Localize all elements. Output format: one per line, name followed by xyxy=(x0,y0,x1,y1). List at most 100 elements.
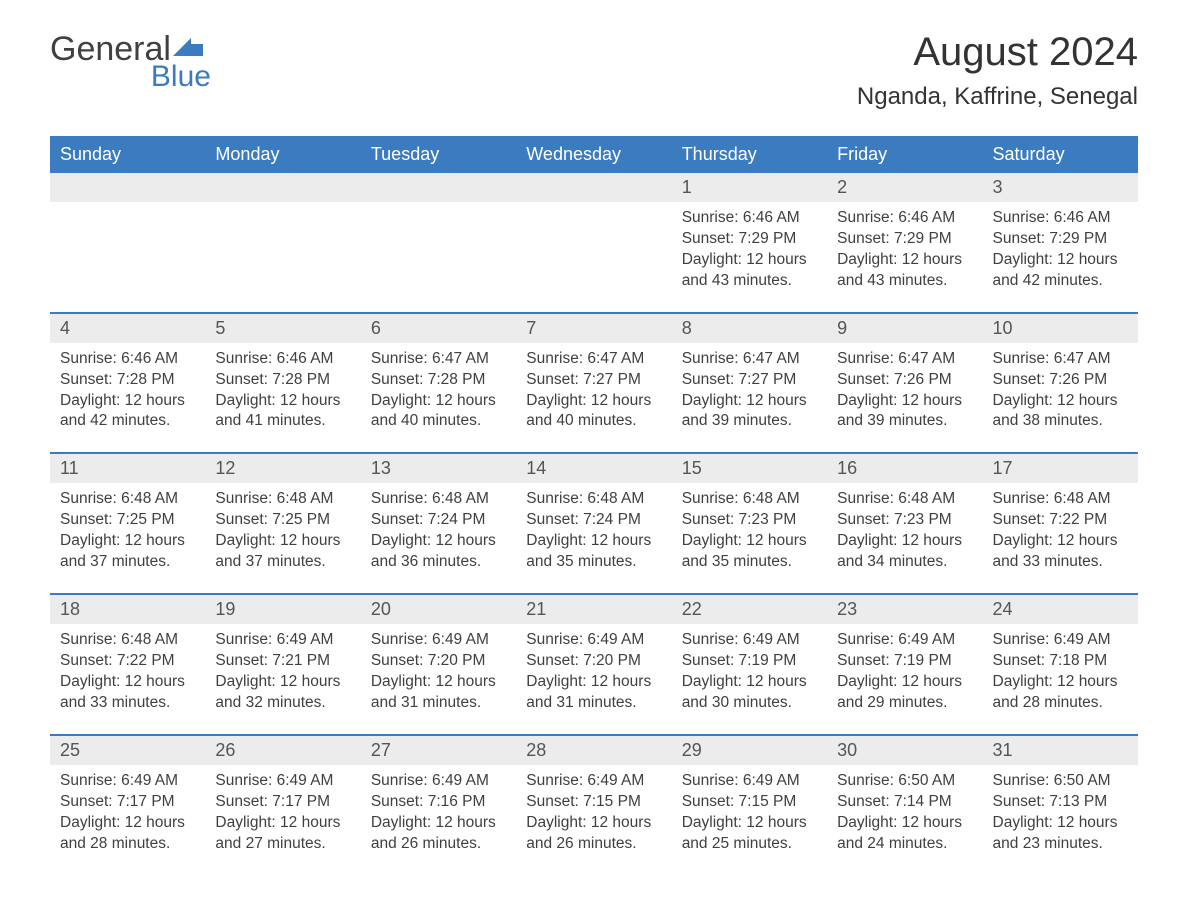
sunrise-line: Sunrise: 6:48 AM xyxy=(837,490,955,507)
weekday-header: Friday xyxy=(827,136,982,173)
day-detail-cell: Sunrise: 6:46 AMSunset: 7:29 PMDaylight:… xyxy=(827,202,982,313)
day-number-cell: 22 xyxy=(672,594,827,624)
day-detail-cell: Sunrise: 6:48 AMSunset: 7:23 PMDaylight:… xyxy=(672,483,827,594)
sunset-line: Sunset: 7:17 PM xyxy=(215,793,330,810)
calendar-table: SundayMondayTuesdayWednesdayThursdayFrid… xyxy=(50,136,1138,875)
daylight-line: Daylight: 12 hours and 42 minutes. xyxy=(993,251,1118,289)
page-header: General Blue August 2024 Nganda, Kaffrin… xyxy=(50,30,1138,111)
day-number-cell: 6 xyxy=(361,313,516,343)
sunrise-line: Sunrise: 6:46 AM xyxy=(837,209,955,226)
sunrise-line: Sunrise: 6:48 AM xyxy=(215,490,333,507)
sunset-line: Sunset: 7:29 PM xyxy=(682,230,797,247)
sunset-line: Sunset: 7:20 PM xyxy=(371,652,486,669)
daylight-line: Daylight: 12 hours and 25 minutes. xyxy=(682,814,807,852)
daylight-line: Daylight: 12 hours and 36 minutes. xyxy=(371,532,496,570)
sunrise-line: Sunrise: 6:48 AM xyxy=(682,490,800,507)
sunrise-line: Sunrise: 6:49 AM xyxy=(215,772,333,789)
sunset-line: Sunset: 7:15 PM xyxy=(526,793,641,810)
day-number-cell: 30 xyxy=(827,735,982,765)
sunrise-line: Sunrise: 6:48 AM xyxy=(993,490,1111,507)
logo: General Blue xyxy=(50,30,203,69)
detail-row: Sunrise: 6:48 AM Sunset: 7:25 PM Daylight:… xyxy=(50,483,1138,594)
day-detail-cell: Sunrise: 6:50 AMSunset: 7:14 PMDaylight:… xyxy=(827,765,982,875)
day-number-cell: 23 xyxy=(827,594,982,624)
daylight-line: Daylight: 12 hours and 31 minutes. xyxy=(371,673,496,711)
day-number-cell xyxy=(50,173,205,202)
detail-row: Sunrise: 6:48 AM Sunset: 7:22 PM Daylight:… xyxy=(50,624,1138,735)
weekday-header: Wednesday xyxy=(516,136,671,173)
day-detail-cell: Sunrise: 6:46 AMSunset: 7:28 PMDaylight:… xyxy=(50,343,205,454)
day-detail-cell xyxy=(516,202,671,313)
day-detail-cell: Sunrise: 6:49 AM Sunset: 7:20 PM Daylight:… xyxy=(361,624,516,735)
daylight-line: Daylight: 12 hours and 39 minutes. xyxy=(837,392,962,430)
sunset-line: Sunset: 7:20 PM xyxy=(526,652,641,669)
sunset-line: Sunset: 7:15 PM xyxy=(682,793,797,810)
sunset-line: Sunset: 7:19 PM xyxy=(837,652,952,669)
sunrise-line: Sunrise: 6:48 AM xyxy=(60,631,178,648)
day-detail-cell: Sunrise: 6:48 AM Sunset: 7:22 PM Daylight:… xyxy=(50,624,205,735)
daynum-row: 123 xyxy=(50,173,1138,202)
weekday-header-row: SundayMondayTuesdayWednesdayThursdayFrid… xyxy=(50,136,1138,173)
day-detail-cell: Sunrise: 6:49 AMSunset: 7:20 PMDaylight:… xyxy=(516,624,671,735)
day-detail-cell: Sunrise: 6:49 AMSunset: 7:18 PMDaylight:… xyxy=(983,624,1138,735)
daylight-line: Daylight: 12 hours and 40 minutes. xyxy=(371,392,496,430)
sunrise-line: Sunrise: 6:49 AM xyxy=(371,631,489,648)
sunrise-line: Sunrise: 6:50 AM xyxy=(993,772,1111,789)
daylight-line: Daylight: 12 hours and 29 minutes. xyxy=(837,673,962,711)
calendar-body: 123Sunrise: 6:46 AMSunset: 7:29 PMDaylig… xyxy=(50,173,1138,875)
detail-row: Sunrise: 6:46 AM Sunset: 7:29 PM Daylight:… xyxy=(50,202,1138,313)
sunset-line: Sunset: 7:26 PM xyxy=(837,371,952,388)
daylight-line: Daylight: 12 hours and 39 minutes. xyxy=(682,392,807,430)
sunset-line: Sunset: 7:23 PM xyxy=(837,511,952,528)
weekday-header: Monday xyxy=(205,136,360,173)
day-detail-cell: Sunrise: 6:50 AMSunset: 7:13 PMDaylight:… xyxy=(983,765,1138,875)
daynum-row: 11121314151617 xyxy=(50,453,1138,483)
sunset-line: Sunset: 7:13 PM xyxy=(993,793,1108,810)
day-number-cell: 20 xyxy=(361,594,516,624)
weekday-header: Sunday xyxy=(50,136,205,173)
day-number-cell: 8 xyxy=(672,313,827,343)
day-number-cell: 2 xyxy=(827,173,982,202)
sunset-line: Sunset: 7:22 PM xyxy=(60,652,175,669)
day-number-cell: 4 xyxy=(50,313,205,343)
daylight-line: Daylight: 12 hours and 33 minutes. xyxy=(60,673,185,711)
day-detail-cell xyxy=(205,202,360,313)
day-number-cell: 3 xyxy=(983,173,1138,202)
sunset-line: Sunset: 7:25 PM xyxy=(60,511,175,528)
day-number-cell: 21 xyxy=(516,594,671,624)
daylight-line: Daylight: 12 hours and 42 minutes. xyxy=(60,392,185,430)
day-number-cell: 28 xyxy=(516,735,671,765)
day-detail-cell: Sunrise: 6:47 AMSunset: 7:26 PMDaylight:… xyxy=(827,343,982,454)
day-detail-cell: Sunrise: 6:49 AMSunset: 7:15 PMDaylight:… xyxy=(516,765,671,875)
daylight-line: Daylight: 12 hours and 30 minutes. xyxy=(682,673,807,711)
day-detail-cell: Sunrise: 6:48 AMSunset: 7:25 PMDaylight:… xyxy=(205,483,360,594)
detail-row: Sunrise: 6:46 AMSunset: 7:28 PMDaylight:… xyxy=(50,343,1138,454)
sunrise-line: Sunrise: 6:50 AM xyxy=(837,772,955,789)
day-detail-cell: Sunrise: 6:49 AMSunset: 7:17 PMDaylight:… xyxy=(50,765,205,875)
sunset-line: Sunset: 7:24 PM xyxy=(526,511,641,528)
day-number-cell: 12 xyxy=(205,453,360,483)
sunrise-line: Sunrise: 6:49 AM xyxy=(993,631,1111,648)
sunrise-line: Sunrise: 6:49 AM xyxy=(371,772,489,789)
sunrise-line: Sunrise: 6:49 AM xyxy=(215,631,333,648)
sunrise-line: Sunrise: 6:48 AM xyxy=(60,490,178,507)
day-number-cell: 9 xyxy=(827,313,982,343)
daynum-row: 25262728293031 xyxy=(50,735,1138,765)
daylight-line: Daylight: 12 hours and 35 minutes. xyxy=(682,532,807,570)
weekday-header: Saturday xyxy=(983,136,1138,173)
sunrise-line: Sunrise: 6:46 AM xyxy=(215,350,333,367)
day-number-cell: 1 xyxy=(672,173,827,202)
sunset-line: Sunset: 7:26 PM xyxy=(993,371,1108,388)
sunrise-line: Sunrise: 6:47 AM xyxy=(371,350,489,367)
day-number-cell: 19 xyxy=(205,594,360,624)
day-number-cell: 7 xyxy=(516,313,671,343)
month-title: August 2024 xyxy=(857,30,1138,75)
daylight-line: Daylight: 12 hours and 43 minutes. xyxy=(837,251,962,289)
location: Nganda, Kaffrine, Senegal xyxy=(857,83,1138,111)
daylight-line: Daylight: 12 hours and 31 minutes. xyxy=(526,673,651,711)
day-number-cell: 31 xyxy=(983,735,1138,765)
day-number-cell: 15 xyxy=(672,453,827,483)
day-detail-cell: Sunrise: 6:47 AMSunset: 7:26 PMDaylight:… xyxy=(983,343,1138,454)
sunset-line: Sunset: 7:25 PM xyxy=(215,511,330,528)
sunrise-line: Sunrise: 6:46 AM xyxy=(60,350,178,367)
